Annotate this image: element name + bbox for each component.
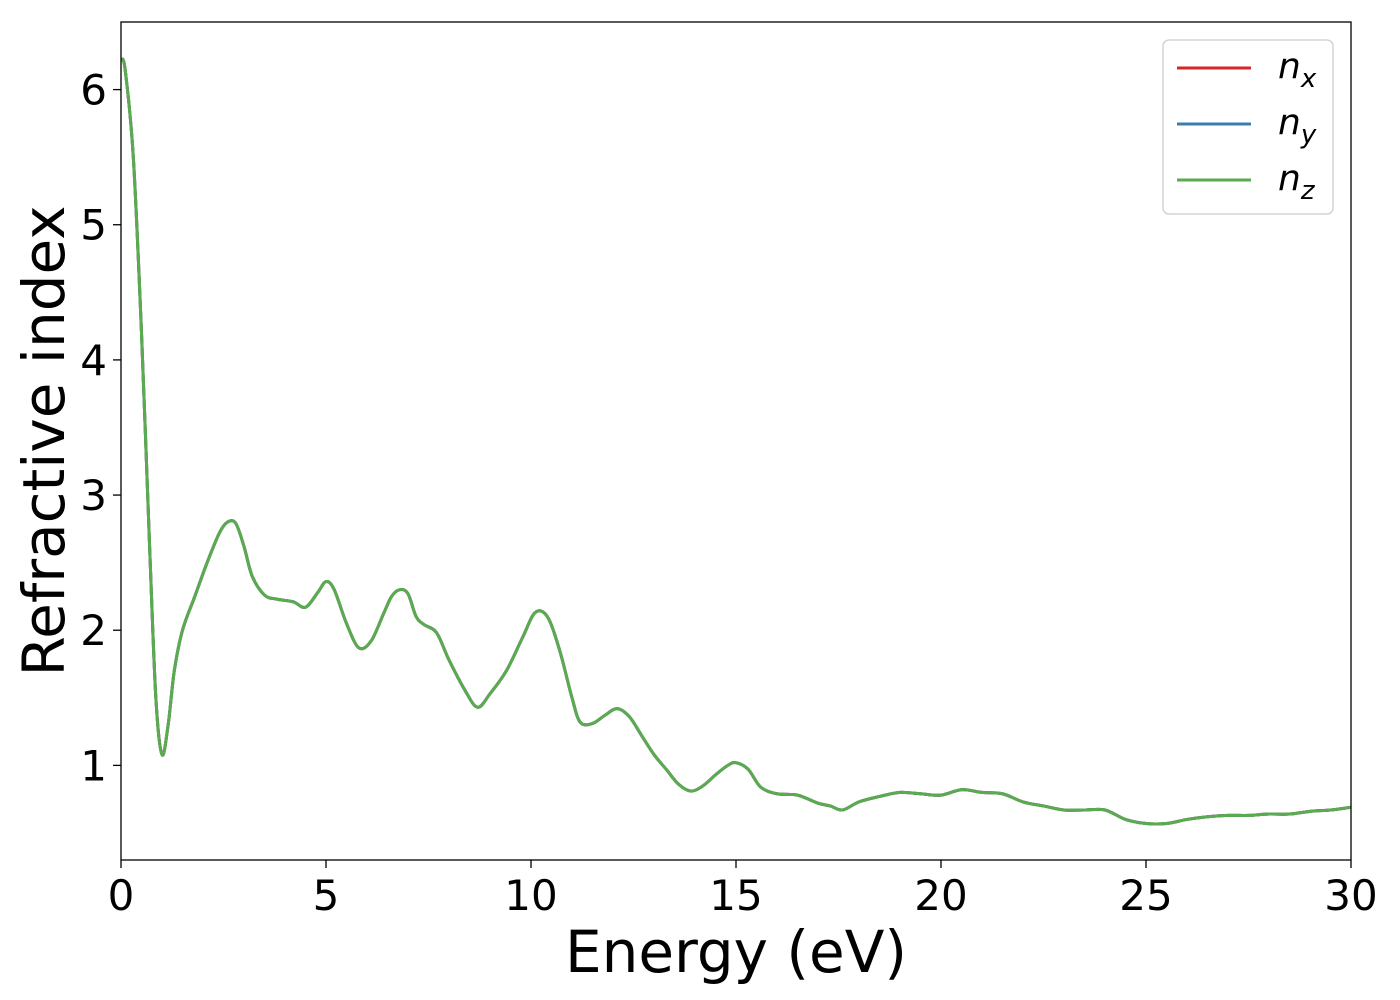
y-tick-label: 4 <box>80 336 107 385</box>
ticks-layer: 0 5 10 15 20 25 30 1 2 3 4 5 6 <box>80 66 1377 920</box>
x-tick-label: 10 <box>504 871 557 920</box>
x-tick-label: 15 <box>709 871 762 920</box>
y-tick-label: 6 <box>80 66 107 115</box>
x-tick-label: 0 <box>108 871 135 920</box>
plot-layer <box>121 57 1351 826</box>
y-axis-title: Refractive index <box>10 205 78 676</box>
legend-label-nx: nx <box>1278 46 1317 94</box>
x-axis-title: Energy (eV) <box>565 918 907 986</box>
x-tick-label: 20 <box>914 871 967 920</box>
x-tick-label: 25 <box>1119 871 1172 920</box>
y-tick-label: 3 <box>80 471 107 520</box>
y-tick-label: 2 <box>80 606 107 655</box>
y-tick-label: 5 <box>80 201 107 250</box>
legend-label-ny: ny <box>1278 102 1317 150</box>
legend-box <box>1162 39 1334 215</box>
x-tick-label: 30 <box>1324 871 1377 920</box>
x-tick-label: 5 <box>313 871 340 920</box>
series-line-nz <box>121 57 1351 826</box>
legend-label-nz: nz <box>1278 158 1316 206</box>
y-tick-label: 1 <box>80 741 107 790</box>
legend: nx ny nz <box>1162 39 1334 215</box>
